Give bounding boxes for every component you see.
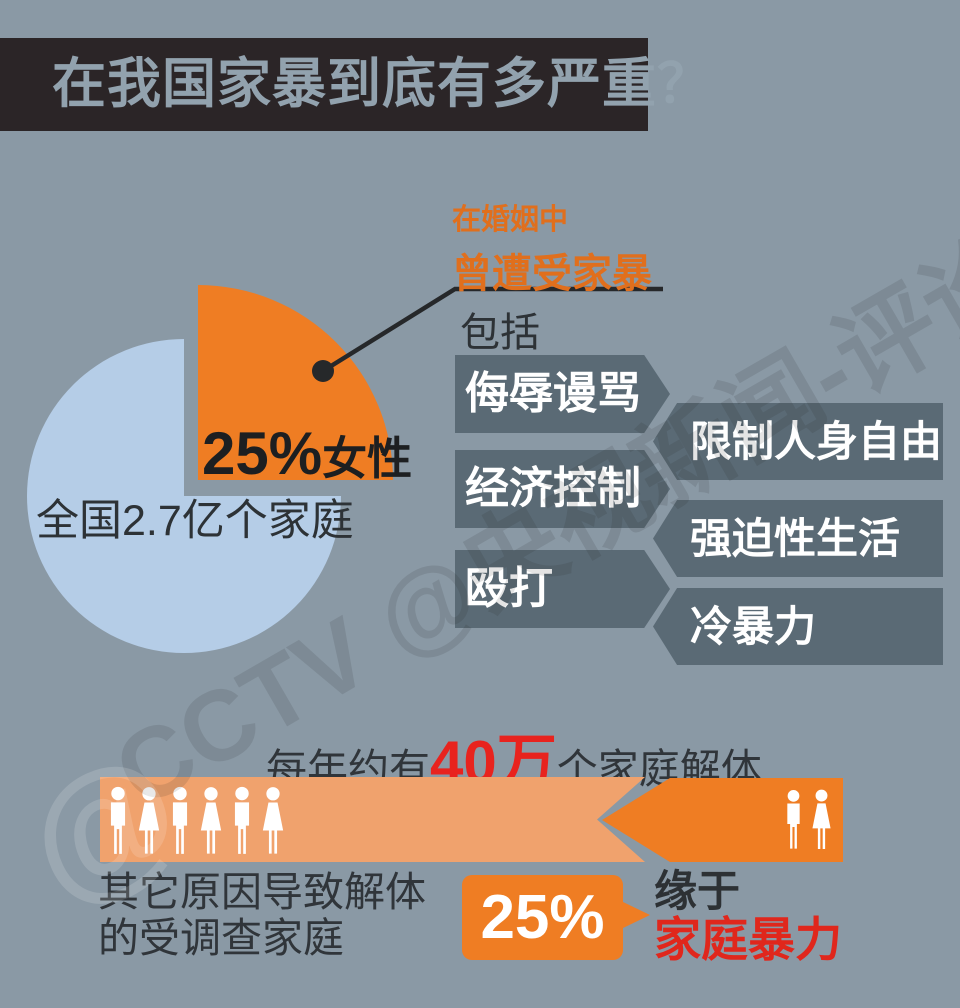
female-icon: [200, 787, 222, 854]
cause-text: 缘于 家庭暴力: [654, 869, 842, 966]
other-causes-bar: [100, 777, 645, 862]
female-icon: [262, 787, 284, 854]
male-icon: [787, 789, 800, 849]
male-icon: [234, 786, 250, 854]
slice-percentage: 25%: [202, 420, 323, 487]
tag-banner-forced-sex: 强迫性生活: [653, 500, 943, 577]
title-bar: [0, 38, 648, 131]
dv-percentage-badge: 25%: [462, 875, 623, 960]
callout-text: 在婚姻中 曾遭受家暴: [452, 196, 652, 299]
tag-banner-cold-violence: 冷暴力: [653, 588, 943, 665]
callout-anchor-dot: [312, 360, 334, 382]
female-icon: [812, 789, 831, 849]
male-icon: [172, 786, 188, 854]
cause-line1: 缘于: [654, 868, 740, 916]
callout-line1: 在婚姻中: [452, 204, 569, 236]
slice-suffix: 女性: [322, 433, 413, 484]
page-title: 在我国家暴到底有多严重？: [52, 54, 712, 114]
female-icon: [138, 787, 160, 854]
other-causes-label: 其它原因导致解体 的受调查家庭: [98, 869, 426, 962]
callout-line2: 曾遭受家暴: [452, 252, 652, 296]
cause-line2: 家庭暴力: [654, 913, 842, 967]
badge-pointer: [621, 901, 650, 929]
other-causes-line1: 其它原因导致解体: [98, 869, 426, 915]
other-causes-line2: 的受调查家庭: [98, 915, 344, 962]
people-pictograms: [106, 786, 287, 854]
tag-banner-economic-control: 经济控制: [455, 450, 670, 528]
tag-banner-restrict-freedom: 限制人身自由: [653, 403, 943, 480]
pie-base-label: 全国2.7亿个家庭: [36, 497, 354, 545]
includes-label: 包括: [460, 311, 540, 355]
male-icon: [110, 786, 126, 854]
tag-banner-insult: 侮辱谩骂: [455, 355, 670, 433]
tag-banner-beating: 殴打: [455, 550, 670, 628]
pie-slice-label: 25% 女性: [202, 419, 412, 488]
couple-pictogram: [783, 789, 834, 849]
